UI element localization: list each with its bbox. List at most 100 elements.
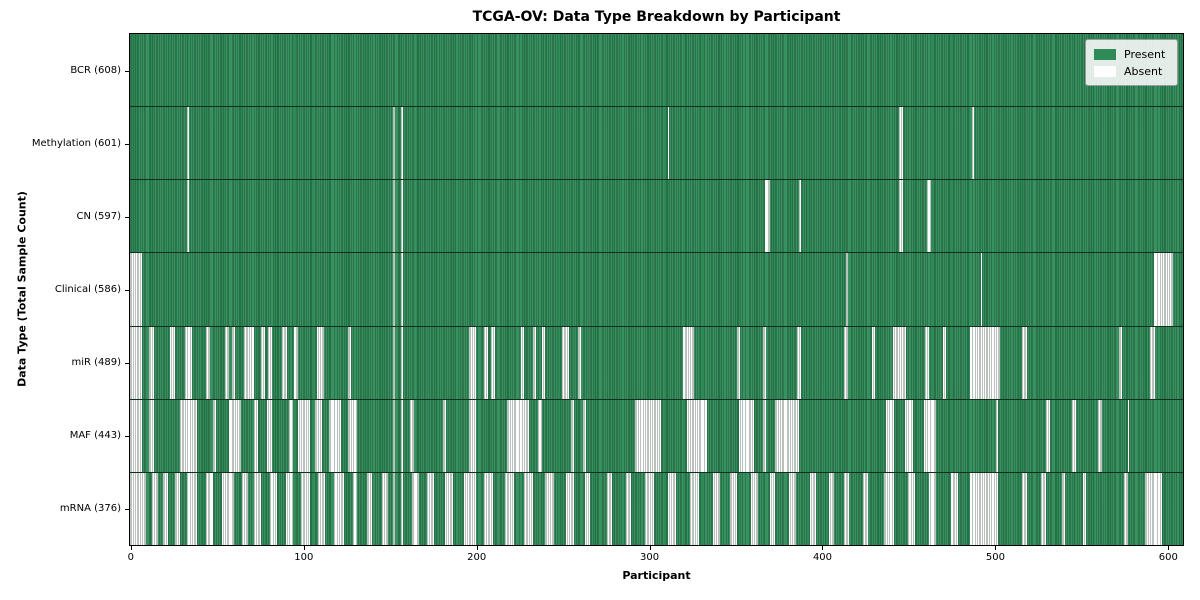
absent-segment: [762, 399, 767, 472]
absent-segment: [316, 326, 324, 399]
absent-segment: [538, 399, 542, 472]
absent-segment: [892, 326, 907, 399]
absent-segment: [328, 399, 341, 472]
absent-segment: [130, 253, 143, 326]
y-tick-mark: [125, 362, 129, 364]
absent-segment: [392, 399, 395, 472]
absent-segment: [468, 326, 476, 399]
absent-segment: [1144, 472, 1163, 545]
absent-segment: [221, 472, 234, 545]
absent-segment: [410, 399, 414, 472]
absent-segment: [270, 472, 277, 545]
absent-segment: [750, 472, 758, 545]
absent-segment: [353, 472, 357, 545]
absent-segment: [187, 107, 189, 180]
x-tick-label-600: 600: [1158, 552, 1178, 563]
absent-segment: [1150, 326, 1156, 399]
x-tick-label-500: 500: [985, 552, 1005, 563]
absent-segment: [468, 399, 476, 472]
y-tick-label-mir: miR (489): [71, 356, 121, 368]
absent-segment: [667, 107, 670, 180]
absent-segment: [174, 472, 181, 545]
absent-segment: [1022, 472, 1028, 545]
x-tick-label-200: 200: [467, 552, 487, 563]
absent-segment: [799, 180, 801, 253]
absent-segment: [401, 180, 404, 253]
absent-segment: [401, 472, 404, 545]
x-tick-label-0: 0: [127, 552, 135, 563]
absent-segment: [626, 472, 632, 545]
absent-segment: [1153, 253, 1173, 326]
heatmap-row-methylation: [130, 107, 1183, 181]
absent-segment: [334, 472, 345, 545]
absent-segment: [1119, 326, 1123, 399]
absent-segment: [484, 326, 488, 399]
y-tick-mark: [125, 143, 129, 145]
bar-edge-texture: [130, 34, 1183, 107]
absent-segment: [162, 472, 169, 545]
absent-segment: [225, 326, 229, 399]
absent-segment: [187, 180, 189, 253]
absent-segment: [282, 326, 288, 399]
absent-segment: [1041, 472, 1047, 545]
absent-segment: [297, 399, 310, 472]
legend-item-absent: Absent: [1094, 63, 1171, 80]
absent-segment: [809, 472, 817, 545]
chart-title: TCGA-OV: Data Type Breakdown by Particip…: [472, 9, 841, 25]
absent-segment: [845, 253, 848, 326]
absent-segment: [634, 399, 661, 472]
absent-segment: [152, 472, 158, 545]
absent-segment: [942, 326, 947, 399]
x-axis-label: Participant: [622, 569, 691, 582]
absent-segment: [1082, 472, 1087, 545]
absent-segment: [289, 399, 293, 472]
absent-segment: [463, 472, 476, 545]
absent-segment: [645, 472, 654, 545]
absent-segment: [169, 326, 175, 399]
absent-swatch: [1094, 66, 1116, 77]
absent-segment: [232, 326, 236, 399]
absent-segment: [762, 326, 767, 399]
absent-segment: [1124, 472, 1128, 545]
heatmap-row-clinical: [130, 253, 1183, 327]
y-tick-label-cn: CN (597): [76, 210, 121, 222]
absent-segment: [149, 326, 155, 399]
x-tick-label-400: 400: [812, 552, 833, 563]
absent-segment: [904, 399, 914, 472]
absent-segment: [318, 472, 326, 545]
absent-segment: [544, 472, 554, 545]
y-tick-mark: [125, 216, 129, 218]
absent-segment: [401, 107, 404, 180]
absent-segment: [532, 326, 537, 399]
absent-segment: [1022, 326, 1028, 399]
absent-segment: [411, 472, 419, 545]
absent-segment: [401, 253, 404, 326]
absent-segment: [562, 326, 570, 399]
absent-segment: [401, 399, 404, 472]
bar-edge-texture: [130, 253, 1183, 326]
absent-segment: [206, 326, 210, 399]
x-tick-mark: [649, 546, 651, 550]
absent-segment: [541, 326, 545, 399]
absent-segment: [1061, 472, 1066, 545]
absent-segment: [444, 472, 454, 545]
absent-segment: [1098, 399, 1102, 472]
y-tick-label-clinical: Clinical (586): [54, 283, 121, 295]
absent-segment: [206, 472, 213, 545]
x-tick-mark: [130, 546, 132, 550]
absent-segment: [185, 326, 193, 399]
absent-segment: [520, 326, 525, 399]
absent-segment: [788, 472, 796, 545]
x-tick-mark: [1168, 546, 1170, 550]
absent-segment: [774, 399, 800, 472]
absent-segment: [980, 253, 983, 326]
present-swatch: [1094, 49, 1116, 60]
legend-label-absent: Absent: [1124, 65, 1163, 78]
absent-segment: [927, 180, 931, 253]
y-tick-mark: [125, 508, 129, 510]
absent-segment: [923, 399, 936, 472]
absent-segment: [382, 472, 388, 545]
absent-segment: [996, 399, 998, 472]
legend: Present Absent: [1085, 39, 1178, 86]
